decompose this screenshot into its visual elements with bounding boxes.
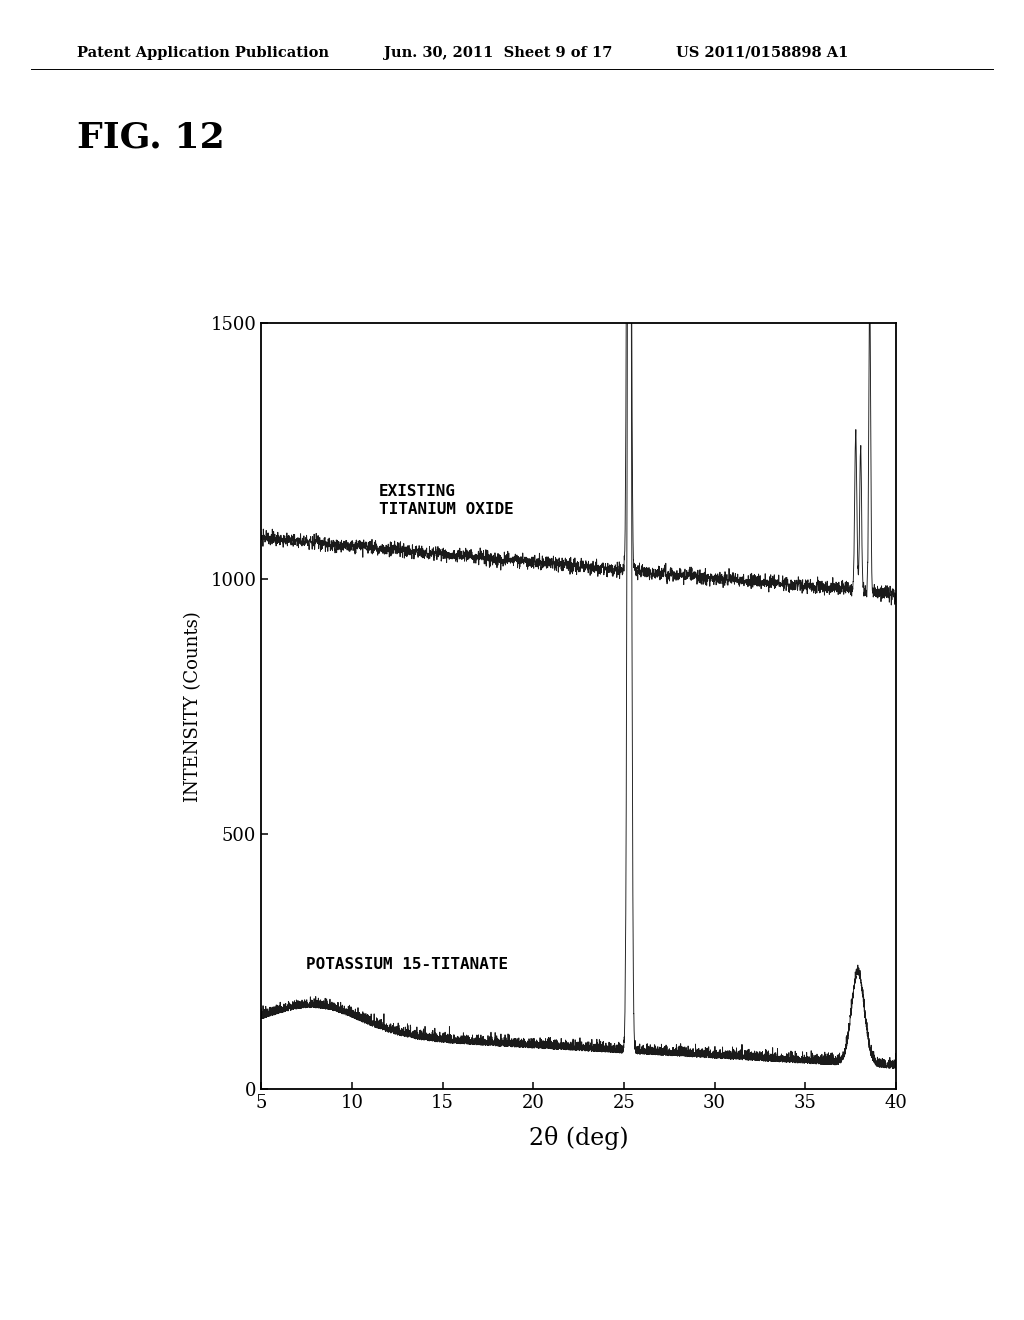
Text: US 2011/0158898 A1: US 2011/0158898 A1 <box>676 46 848 59</box>
Text: Jun. 30, 2011  Sheet 9 of 17: Jun. 30, 2011 Sheet 9 of 17 <box>384 46 612 59</box>
Text: Patent Application Publication: Patent Application Publication <box>77 46 329 59</box>
Text: POTASSIUM 15-TITANATE: POTASSIUM 15-TITANATE <box>306 957 509 972</box>
Y-axis label: INTENSITY (Counts): INTENSITY (Counts) <box>184 611 202 801</box>
X-axis label: 2θ (deg): 2θ (deg) <box>528 1126 629 1150</box>
Text: FIG. 12: FIG. 12 <box>77 121 224 154</box>
Text: EXISTING
TITANIUM OXIDE: EXISTING TITANIUM OXIDE <box>379 483 514 517</box>
